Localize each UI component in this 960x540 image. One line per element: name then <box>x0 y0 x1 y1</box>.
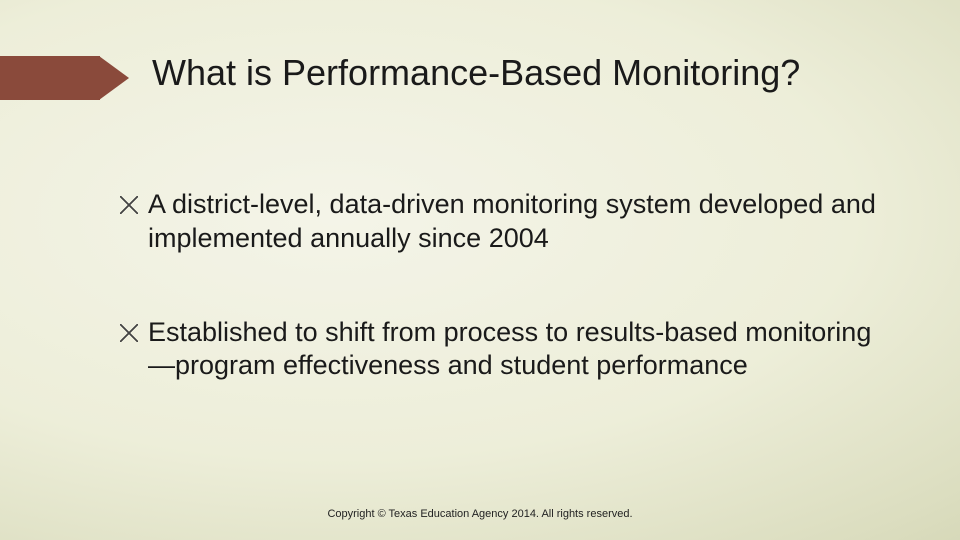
bullet-text: A district-level, data-driven monitoring… <box>148 189 876 253</box>
bullet-item: A district-level, data-driven monitoring… <box>120 188 880 256</box>
title-arrow-icon <box>0 56 128 100</box>
copyright-footer: Copyright © Texas Education Agency 2014.… <box>0 508 960 520</box>
bullet-text: Established to shift from process to res… <box>148 317 871 381</box>
slide-title: What is Performance-Based Monitoring? <box>152 52 800 94</box>
bullet-item: Established to shift from process to res… <box>120 316 880 384</box>
slide: What is Performance-Based Monitoring? A … <box>0 0 960 540</box>
slide-body: A district-level, data-driven monitoring… <box>120 188 880 443</box>
